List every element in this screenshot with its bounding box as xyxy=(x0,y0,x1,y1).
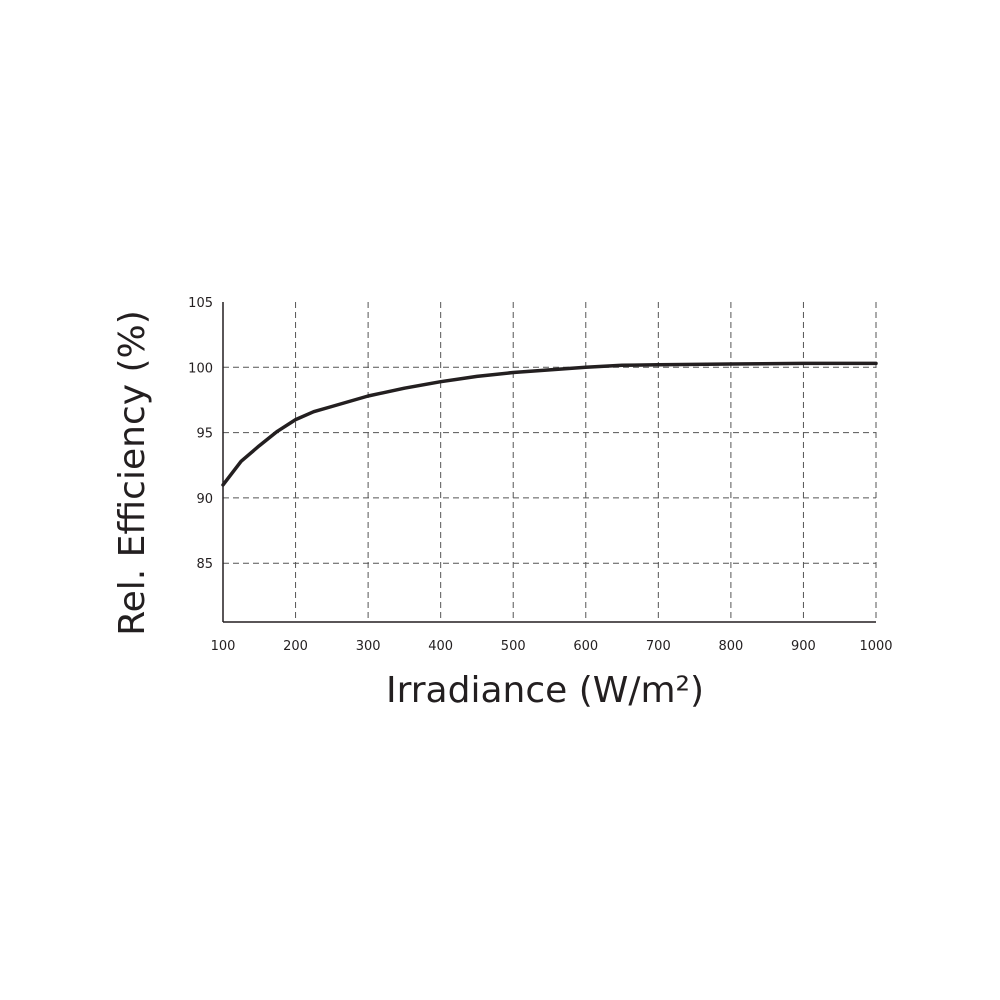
axes xyxy=(222,302,876,623)
x-axis-title: Irradiance (W/m²) xyxy=(386,670,704,711)
x-tick-label: 100 xyxy=(211,639,236,654)
y-tick-labels: 85 90 95 100 105 xyxy=(188,296,213,572)
y-tick-label: 95 xyxy=(196,427,213,442)
x-tick-label: 700 xyxy=(646,639,671,654)
series-layer xyxy=(221,361,878,487)
x-tick-label: 1000 xyxy=(859,639,892,654)
y-tick-label: 85 xyxy=(196,557,213,572)
x-tick-labels: 100 200 300 400 500 600 700 800 900 1000 xyxy=(211,639,893,654)
x-tick-label: 200 xyxy=(283,639,308,654)
x-tick-label: 800 xyxy=(718,639,743,654)
series-line xyxy=(221,361,878,487)
y-tick-label: 105 xyxy=(188,296,213,311)
x-tick-label: 500 xyxy=(501,639,526,654)
y-tick-label: 100 xyxy=(188,361,213,376)
y-tick-label: 90 xyxy=(196,492,213,507)
x-tick-label: 400 xyxy=(428,639,453,654)
x-tick-label: 900 xyxy=(791,639,816,654)
grid xyxy=(223,302,877,622)
y-axis-title: Rel. Efficiency (%) xyxy=(112,310,153,636)
x-tick-label: 300 xyxy=(356,639,381,654)
x-tick-label: 600 xyxy=(573,639,598,654)
